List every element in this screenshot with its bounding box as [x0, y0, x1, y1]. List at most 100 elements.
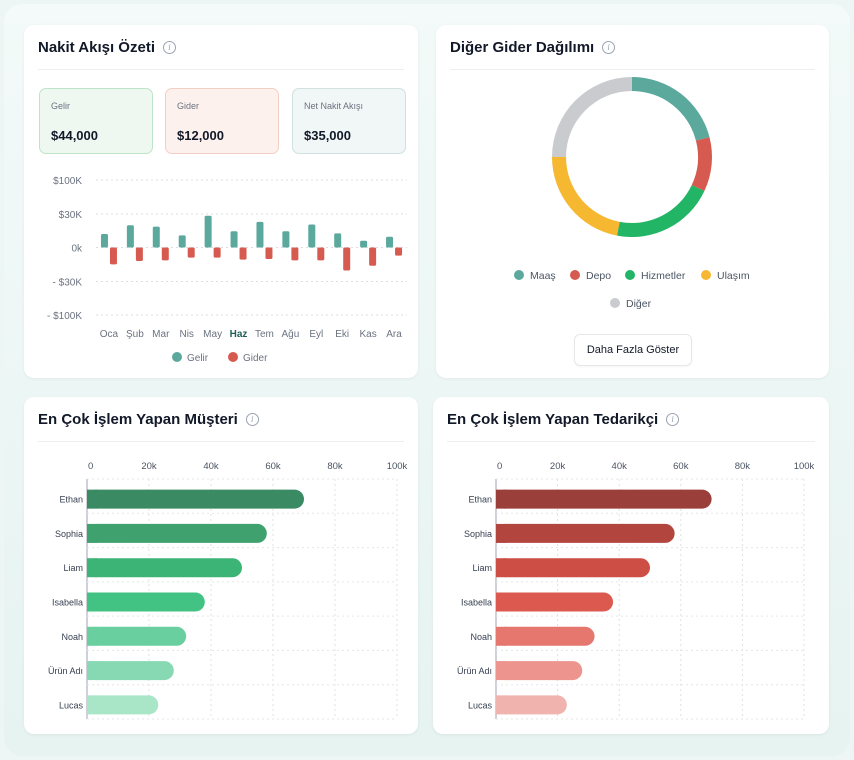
x-tick-label: Şub: [126, 329, 144, 340]
expense-bar: [343, 247, 351, 271]
x-tick-label: Ağu: [281, 329, 299, 340]
x-tick-label: 80k: [735, 461, 751, 472]
bar: [87, 592, 205, 612]
legend-swatch: [514, 270, 524, 280]
donut-slice: [617, 185, 705, 237]
y-tick-label: $30K: [59, 210, 83, 221]
bar-base: [496, 626, 506, 646]
top-customers-chart: 0 20k 40k 60k 80k 100k Ethan Sophia Liam Isabella…: [48, 461, 408, 720]
income-bar: [308, 224, 316, 248]
bar: [496, 695, 567, 715]
y-tick-label: $100K: [53, 176, 82, 187]
top-suppliers-card: En Çok İşlem Yapan Tedarikçi i 0 20k 40k 60…: [433, 397, 829, 734]
info-icon[interactable]: i: [602, 41, 616, 54]
bar-base: [87, 558, 97, 578]
divider: [38, 69, 404, 70]
expense-stat-label: Gider: [177, 101, 200, 111]
expense-bar: [291, 247, 299, 261]
bar: [87, 661, 174, 681]
x-tick-label: 40k: [612, 461, 628, 472]
income-bar: [360, 240, 368, 248]
legend-swatch: [701, 270, 711, 280]
income-bar: [152, 226, 160, 248]
income-bar: [230, 231, 238, 248]
income-bar: [256, 221, 264, 248]
donut-slice: [552, 157, 620, 236]
top-suppliers-title: En Çok İşlem Yapan Tedarikçi i: [447, 411, 680, 428]
show-more-button[interactable]: Daha Fazla Göster: [574, 334, 692, 366]
bar: [87, 558, 242, 578]
bar: [87, 626, 187, 646]
income-stat-value: $44,000: [51, 128, 98, 143]
expense-distribution-card: Diğer Gider Dağılımı i Maaş Depo Hizmetler…: [436, 25, 829, 378]
x-tick-label: 100k: [387, 461, 408, 472]
category-label: Ethan: [59, 495, 83, 505]
bar: [496, 592, 614, 612]
net-cash-stat-value: $35,000: [304, 128, 351, 143]
bar-base: [87, 695, 97, 715]
legend-label: Maaş: [530, 270, 556, 282]
legend-swatch: [228, 352, 238, 362]
x-tick-label: Oca: [100, 329, 119, 340]
x-tick-label: Tem: [255, 329, 274, 340]
x-tick-label: May: [203, 329, 222, 340]
category-label: Lucas: [59, 700, 84, 710]
bar: [496, 489, 712, 509]
cash-flow-card: Nakit Akışı Özeti i Gelir $44,000 Gider …: [24, 25, 418, 378]
y-tick-label: 0k: [71, 244, 83, 255]
top-customers-title: En Çok İşlem Yapan Müşteri i: [38, 411, 259, 428]
info-icon[interactable]: i: [666, 413, 680, 426]
bar: [496, 661, 583, 681]
income-bar: [204, 215, 212, 248]
expense-bar: [265, 247, 273, 259]
expense-bar: [135, 247, 143, 261]
legend-label: Hizmetler: [641, 270, 686, 282]
x-tick-label: Nis: [179, 329, 193, 340]
bar-base: [87, 523, 97, 543]
bar-base: [496, 695, 506, 715]
legend-label: Diğer: [626, 298, 652, 310]
expense-bar: [317, 247, 325, 261]
expense-stat-box: Gider $12,000: [165, 88, 279, 154]
x-tick-label: 20k: [550, 461, 566, 472]
category-label: Isabella: [52, 598, 83, 608]
expense-bar: [161, 247, 169, 261]
info-icon[interactable]: i: [162, 41, 176, 54]
bar-base: [496, 592, 506, 612]
income-bar: [334, 233, 342, 248]
x-tick-label: 60k: [265, 461, 281, 472]
category-label: Ürün Adı: [457, 666, 492, 676]
expense-stat-value: $12,000: [177, 128, 224, 143]
category-label: Noah: [470, 632, 492, 642]
category-label: Isabella: [461, 598, 492, 608]
category-label: Ethan: [468, 495, 492, 505]
bar-base: [496, 661, 506, 681]
category-label: Sophia: [55, 529, 83, 539]
category-label: Lucas: [468, 700, 493, 710]
income-bar: [100, 234, 108, 248]
expense-distribution-title: Diğer Gider Dağılımı i: [450, 39, 616, 56]
bar: [496, 558, 650, 578]
donut-slice: [552, 77, 632, 157]
income-stat-label: Gelir: [51, 101, 71, 111]
income-bar: [126, 225, 134, 248]
top-customers-card: En Çok İşlem Yapan Müşteri i 0 20k 40k 60k 8…: [24, 397, 418, 734]
expense-bar: [395, 247, 403, 256]
income-bar: [386, 236, 394, 248]
divider: [450, 69, 815, 70]
x-tick-label: 40k: [203, 461, 219, 472]
category-label: Liam: [472, 563, 492, 573]
x-tick-label: 0: [88, 461, 93, 472]
bar: [87, 489, 304, 509]
category-label: Sophia: [464, 529, 492, 539]
expense-bar: [213, 247, 221, 258]
bar-base: [496, 523, 506, 543]
category-label: Liam: [63, 563, 83, 573]
category-label: Ürün Adı: [48, 666, 83, 676]
expense-bar: [369, 247, 377, 266]
x-tick-label: Eki: [335, 329, 349, 340]
info-icon[interactable]: i: [245, 413, 259, 426]
donut-slice: [632, 77, 710, 141]
bar-base: [87, 626, 97, 646]
donut-slice: [691, 137, 712, 192]
